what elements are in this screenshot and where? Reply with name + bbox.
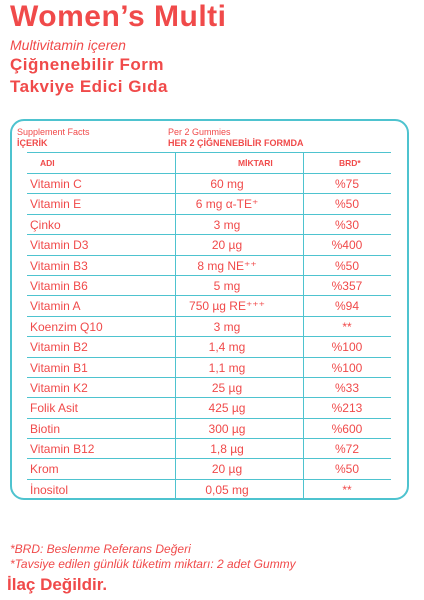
cell-name: Vitamin B1 (30, 360, 88, 375)
table-row: Çinko 3 mg %30 (27, 215, 391, 236)
cell-name: Vitamin B2 (30, 340, 88, 355)
cell-name: Vitamin B12 (30, 442, 95, 457)
form-line-1: Çiğnenebilir Form (10, 55, 164, 74)
cell-brd: %213 (331, 401, 363, 416)
nutrient-table: Vitamin C 60 mg %75 Vitamin E 6 mg α-TE⁺ %50 Ç… (27, 152, 391, 501)
table-body: Vitamin C 60 mg %75 Vitamin E 6 mg α-TE⁺ %50 Ç… (27, 174, 391, 501)
serving-size-tr: HER 2 ÇİĞNENEBİLİR FORMDA (168, 138, 304, 148)
table-row: Vitamin E 6 mg α-TE⁺ %50 (27, 194, 391, 215)
product-subtitle: Multivitamin içeren (10, 37, 126, 53)
cell-name: Vitamin K2 (30, 380, 88, 395)
cell-amount: 60 mg (210, 177, 244, 191)
not-medicine-warning: İlaç Değildir. (7, 575, 108, 594)
cell-name: Biotin (30, 421, 61, 436)
cell-amount: 1,4 mg (208, 340, 246, 355)
cell-amount: 425 µg (208, 401, 246, 416)
table-row: Biotin 300 µg %600 (27, 419, 391, 440)
cell-name: Vitamin B6 (30, 278, 88, 293)
table-row: Vitamin B1 1,1 mg %100 (27, 358, 391, 378)
table-row: Vitamin A 750 µg RE⁺⁺⁺ %94 (27, 296, 391, 317)
cell-amount: 3 mg (213, 319, 241, 334)
cell-amount: 750 µg RE⁺⁺⁺ (189, 299, 265, 314)
cell-brd: %94 (334, 299, 360, 314)
cell-brd: %600 (331, 421, 363, 436)
cell-amount: 20 µg (211, 238, 243, 253)
cell-brd: %100 (331, 340, 363, 355)
cell-brd: %30 (334, 217, 360, 232)
cell-brd: ** (342, 319, 352, 334)
table-row: Vitamin C 60 mg %75 (27, 174, 391, 195)
table-row: Vitamin B12 1,8 µg %72 (27, 439, 391, 460)
cell-name: Vitamin E (30, 197, 82, 212)
cell-brd: %357 (331, 278, 363, 293)
cell-name: Folik Asit (30, 401, 79, 416)
cell-name: Vitamin B3 (30, 258, 88, 273)
cell-brd: %50 (334, 197, 360, 212)
cell-brd: %50 (334, 258, 360, 273)
cell-brd: %400 (331, 238, 363, 253)
cell-amount: 6 mg α-TE⁺ (195, 197, 259, 212)
cell-amount: 3 mg (213, 217, 241, 232)
table-row: Vitamin B3 8 mg NE⁺⁺ %50 (27, 256, 391, 276)
facts-title-tr: İÇERİK (17, 138, 48, 148)
cell-brd: %33 (334, 380, 360, 395)
form-line-2: Takviye Edici Gıda (10, 77, 168, 96)
table-row: Koenzim Q10 3 mg ** (27, 317, 391, 338)
table-row: Vitamin B6 5 mg %357 (27, 276, 391, 297)
facts-title: Supplement Facts (17, 127, 90, 137)
column-divider (303, 152, 304, 499)
serving-size: Per 2 Gummies (168, 127, 231, 137)
cell-name: Koenzim Q10 (30, 319, 103, 334)
cell-name: Çinko (30, 217, 61, 232)
cell-brd: %75 (334, 177, 360, 191)
cell-amount: 5 mg (213, 278, 241, 293)
footnote-brd: *BRD: Beslenme Referans Değeri (10, 542, 191, 556)
column-header-amount: MİKTARI (238, 158, 273, 168)
cell-amount: 8 mg NE⁺⁺ (197, 258, 257, 273)
footnote-dosage: *Tavsiye edilen günlük tüketim miktarı: … (10, 557, 296, 571)
cell-brd: %72 (334, 442, 360, 457)
column-header-name: ADI (40, 158, 55, 168)
table-row: İnositol 0,05 mg ** (27, 480, 391, 501)
table-header-row (27, 152, 391, 174)
product-title: Women’s Multi (10, 0, 227, 33)
column-divider (175, 152, 176, 499)
cell-brd: %100 (331, 360, 363, 375)
table-row: Vitamin D3 20 µg %400 (27, 235, 391, 256)
cell-name: İnositol (30, 482, 69, 497)
cell-amount: 1,8 µg (210, 442, 244, 457)
table-row: Krom 20 µg %50 (27, 459, 391, 480)
cell-brd: %50 (334, 462, 360, 477)
supplement-facts-panel (10, 119, 409, 500)
cell-amount: 1,1 mg (208, 360, 246, 375)
table-row: Vitamin K2 25 µg %33 (27, 378, 391, 399)
cell-name: Vitamin C (30, 177, 82, 191)
cell-amount: 0,05 mg (205, 482, 249, 497)
cell-amount: 300 µg (208, 421, 246, 436)
facts-header-left: Supplement Facts İÇERİK (17, 127, 90, 149)
cell-amount: 20 µg (211, 462, 243, 477)
table-row: Vitamin B2 1,4 mg %100 (27, 337, 391, 358)
table-row: Folik Asit 425 µg %213 (27, 398, 391, 419)
cell-name: Krom (30, 462, 59, 477)
cell-brd: ** (342, 482, 352, 497)
cell-name: Vitamin A (30, 299, 81, 314)
cell-amount: 25 µg (211, 380, 243, 395)
column-header-brd: BRD* (339, 158, 361, 168)
facts-header-right: Per 2 Gummies HER 2 ÇİĞNENEBİLİR FORMDA (168, 127, 304, 149)
cell-name: Vitamin D3 (30, 238, 89, 253)
